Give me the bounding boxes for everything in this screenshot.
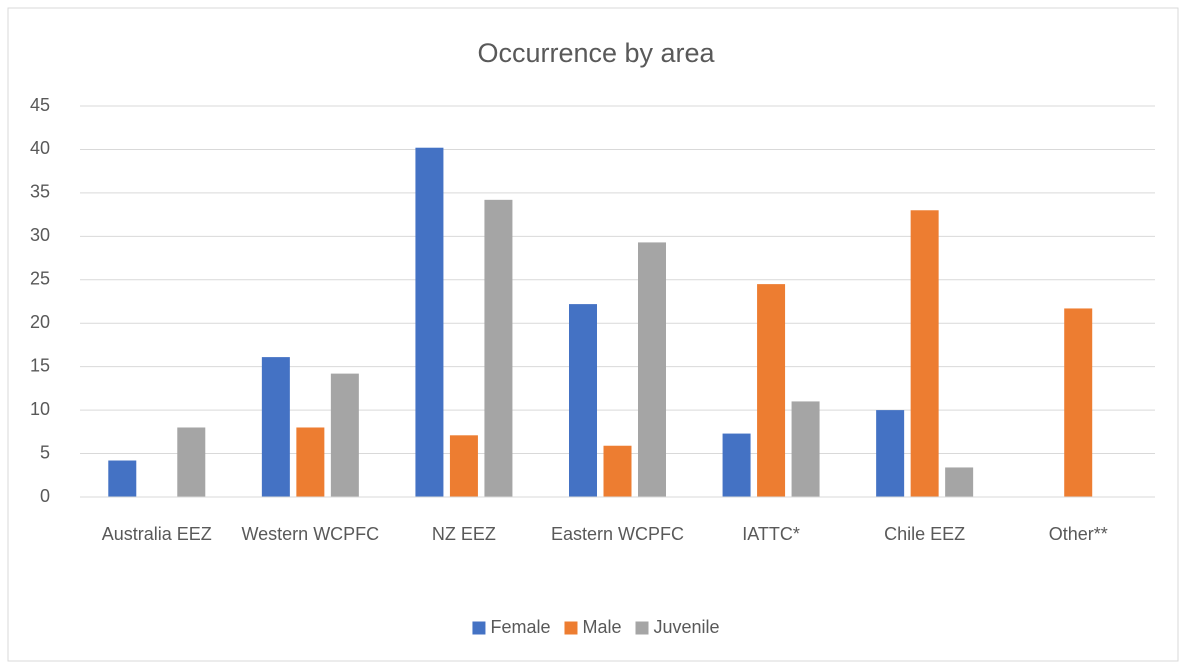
legend-label: Juvenile [654,617,720,637]
y-tick-label: 5 [40,442,50,462]
x-tick-label: NZ EEZ [432,524,496,544]
x-tick-label: Eastern WCPFC [551,524,684,544]
legend-item: Female [472,617,550,637]
x-tick-label: Western WCPFC [242,524,380,544]
bar [1064,308,1093,497]
bar [876,410,905,497]
bar [791,401,820,497]
y-tick-label: 15 [30,355,50,375]
bar [484,199,513,497]
legend-item: Male [564,617,622,637]
legend-swatch [635,621,649,635]
bar [910,210,939,497]
bar [177,427,206,497]
x-tick-label: Chile EEZ [884,524,965,544]
bar [638,242,666,497]
y-tick-label: 40 [30,138,50,158]
x-tick-label: IATTC* [742,524,800,544]
legend-swatch [564,621,578,635]
bar [757,284,786,497]
y-tick-label: 30 [30,225,50,245]
bar [261,357,290,497]
legend-label: Female [490,617,550,637]
y-tick-label: 45 [30,95,50,115]
y-tick-label: 0 [40,486,50,506]
x-tick-label: Australia EEZ [102,524,212,544]
bar [569,304,597,497]
x-tick-label: Other** [1049,524,1108,544]
bar [722,433,751,497]
y-tick-label: 10 [30,399,50,419]
y-tick-label: 25 [30,269,50,289]
y-tick-label: 20 [30,312,50,332]
legend-label: Male [582,617,621,637]
bar [449,435,478,497]
bar [603,445,632,497]
legend-item: Juvenile [635,617,720,637]
chart-title: Occurrence by area [477,38,715,68]
y-tick-label: 35 [30,182,50,202]
legend-swatch [472,621,486,635]
bar [330,373,359,497]
bar [415,147,444,497]
bar [945,467,974,497]
bar [108,460,137,497]
bar [296,427,325,497]
